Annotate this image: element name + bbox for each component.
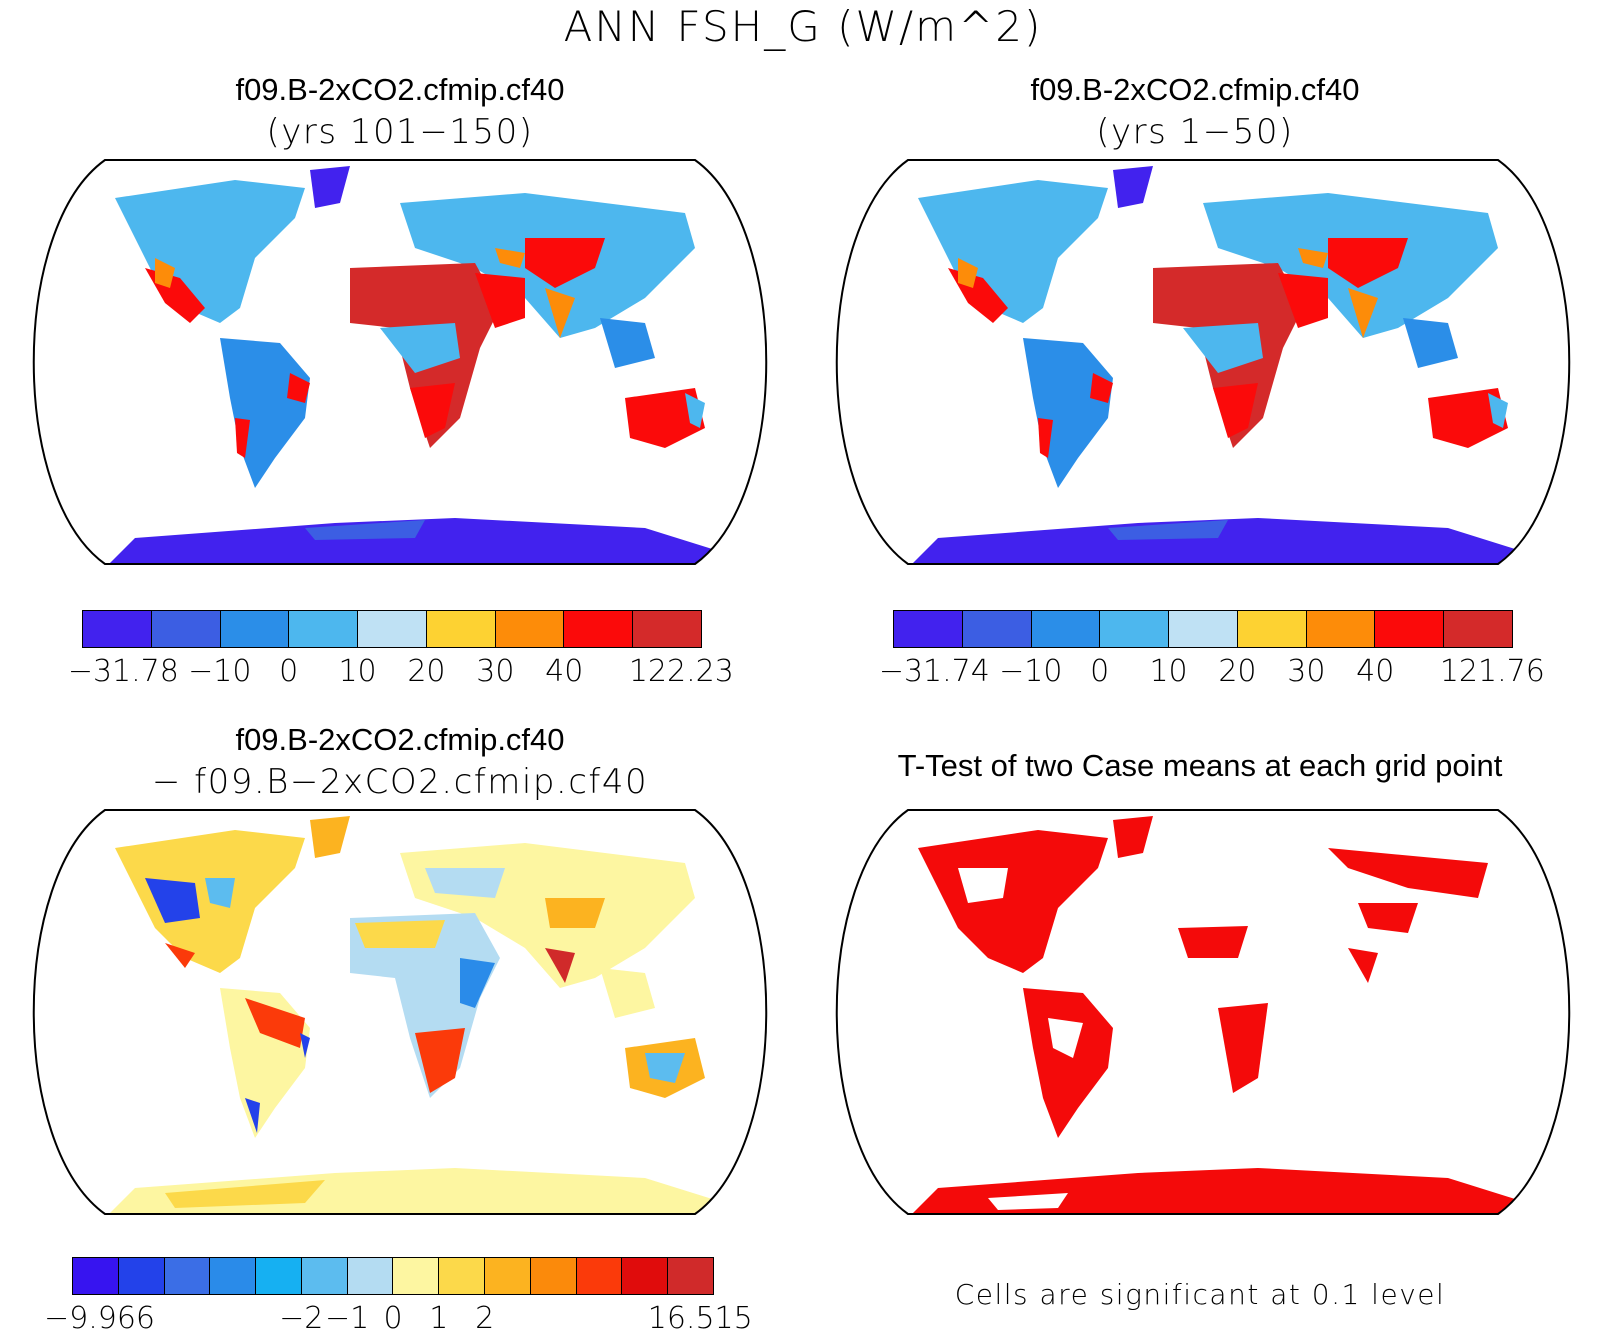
panel-title-bottom-left: f09.B-2xCO2.cfmip.cf40 xyxy=(235,722,565,757)
colorbar-swatch xyxy=(289,611,359,647)
colorbar-swatch xyxy=(530,1258,577,1294)
colorbar-tick-label: 121.76 xyxy=(1439,654,1545,689)
colorbar-swatch xyxy=(1169,611,1238,647)
colorbar-tick-label: 0 xyxy=(1090,654,1110,689)
map-top-left xyxy=(32,159,768,565)
colorbar-tick-label: 30 xyxy=(476,654,515,689)
colorbar-swatch xyxy=(220,611,290,647)
colorbar-swatch xyxy=(164,1258,211,1294)
colorbar-swatch xyxy=(668,1258,713,1294)
colorbar-bottom-left: −9.966 −2 −1 0 1 2 16.515 xyxy=(44,1257,753,1337)
panel-title-top-left: f09.B-2xCO2.cfmip.cf40 xyxy=(235,72,565,107)
colorbar-tick-label: 0 xyxy=(279,654,299,689)
colorbar-swatch xyxy=(962,611,1032,647)
colorbar-tick-label: −9.966 xyxy=(43,1301,156,1336)
colorbar-swatch xyxy=(1237,611,1307,647)
colorbar-swatch xyxy=(1375,611,1445,647)
panel-subtitle-top-right: (yrs 1−50) xyxy=(1096,112,1294,152)
colorbar-swatch xyxy=(1444,611,1513,647)
colorbar-swatch xyxy=(1031,611,1101,647)
colorbar-swatch xyxy=(73,1258,119,1294)
colorbar-tick-label: 10 xyxy=(338,654,377,689)
map-top-right xyxy=(835,159,1571,565)
panel-title-top-right: f09.B-2xCO2.cfmip.cf40 xyxy=(1030,72,1360,107)
panel-title-bottom-right: T-Test of two Case means at each grid po… xyxy=(897,748,1503,783)
colorbar-swatch xyxy=(485,1258,531,1294)
colorbar-top-right: −31.74 −10 0 10 20 30 40 121.76 xyxy=(879,610,1545,690)
colorbar-tick-label: 122.23 xyxy=(628,654,734,689)
colorbar-swatch xyxy=(622,1258,669,1294)
colorbar-swatch xyxy=(151,611,221,647)
significance-footnote: Cells are significant at 0.1 level xyxy=(954,1278,1446,1311)
colorbar-tick-label: −2 xyxy=(279,1301,324,1336)
colorbar-tick-label: −10 xyxy=(188,654,252,689)
figure-title: ANN FSH_G (W/m^2) xyxy=(563,2,1043,51)
colorbar-swatches xyxy=(82,610,702,648)
colorbar-swatch xyxy=(393,1258,440,1294)
colorbar-swatch xyxy=(633,611,702,647)
colorbar-swatch xyxy=(347,1258,394,1294)
colorbar-tick-label: 20 xyxy=(407,654,446,689)
colorbar-swatch xyxy=(576,1258,623,1294)
colorbar-swatch xyxy=(118,1258,165,1294)
colorbar-tick-label: 20 xyxy=(1218,654,1257,689)
colorbar-tick-label: 40 xyxy=(545,654,584,689)
colorbar-tick-label: 40 xyxy=(1356,654,1395,689)
map-bottom-left xyxy=(32,809,768,1215)
colorbar-tick-label: −1 xyxy=(325,1301,370,1336)
colorbar-tick-label: −31.78 xyxy=(67,654,179,689)
panel-subtitle-top-left: (yrs 101−150) xyxy=(266,112,534,152)
map-bottom-right xyxy=(835,809,1571,1215)
colorbar-tick-label: −31.74 xyxy=(878,654,990,689)
panel-subtitle-bottom-left: − f09.B−2xCO2.cfmip.cf40 xyxy=(151,762,649,802)
colorbar-tick-label: −10 xyxy=(999,654,1063,689)
colorbar-swatch xyxy=(83,611,152,647)
colorbar-swatch xyxy=(1306,611,1376,647)
colorbar-swatch xyxy=(495,611,565,647)
colorbar-swatch xyxy=(1100,611,1170,647)
colorbar-swatches xyxy=(893,610,1513,648)
colorbar-swatch xyxy=(894,611,963,647)
colorbar-swatches xyxy=(72,1257,714,1295)
colorbar-swatch xyxy=(358,611,427,647)
colorbar-swatch xyxy=(210,1258,257,1294)
colorbar-top-left: −31.78 −10 0 10 20 30 40 122.23 xyxy=(68,610,734,690)
colorbar-swatch xyxy=(256,1258,302,1294)
colorbar-tick-label: 1 xyxy=(429,1301,449,1336)
colorbar-tick-label: 10 xyxy=(1149,654,1188,689)
colorbar-swatch xyxy=(426,611,496,647)
colorbar-tick-label: 30 xyxy=(1287,654,1326,689)
colorbar-tick-label: 16.515 xyxy=(647,1301,753,1336)
colorbar-swatch xyxy=(439,1258,486,1294)
colorbar-tick-label: 2 xyxy=(475,1301,495,1336)
colorbar-tick-label: 0 xyxy=(383,1301,403,1336)
colorbar-swatch xyxy=(301,1258,348,1294)
colorbar-swatch xyxy=(564,611,634,647)
